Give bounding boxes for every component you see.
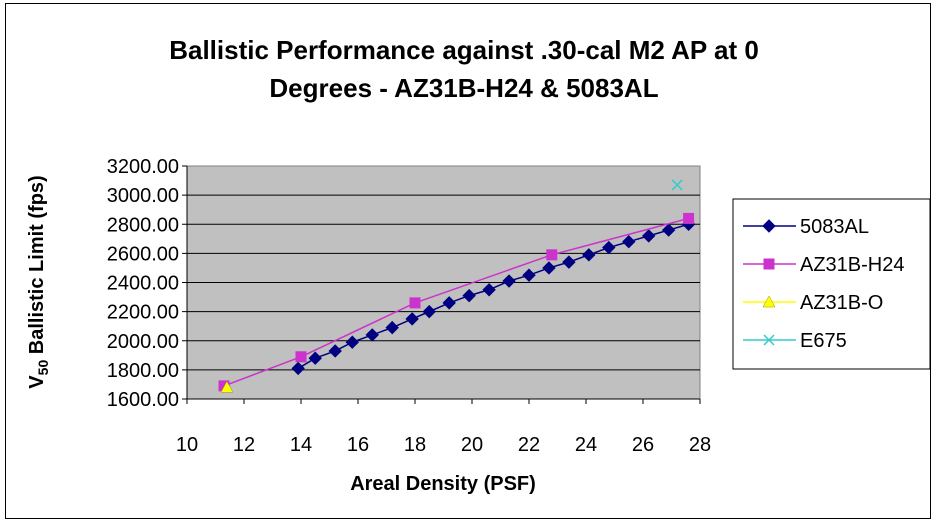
chart-frame: Ballistic Performance against .30-cal M2…	[5, 3, 931, 519]
axes	[182, 165, 701, 404]
data-point-5083al	[482, 283, 496, 297]
tick-labels: 1600.00 1800.00 2000.00 2200.00 2400.00 2600.…	[107, 156, 711, 456]
legend-entry-az31b-h24: AZ31B-H24	[743, 254, 905, 276]
legend-marker-5083al	[762, 219, 776, 233]
data-point-5083al	[422, 304, 436, 319]
data-point-5083al	[502, 274, 516, 288]
y-tick-label: 3200.00	[107, 156, 179, 178]
data-point-az31b-h24	[295, 351, 307, 363]
legend-entry-e675: E675	[743, 330, 847, 352]
series-az31b-o	[220, 380, 234, 393]
x-tick-label: 10	[176, 434, 198, 456]
x-tick-label: 18	[404, 434, 426, 456]
x-tick-label: 26	[632, 434, 654, 456]
y-tick-label: 2400.00	[107, 273, 179, 295]
legend-marker-az31b-h24	[763, 258, 775, 270]
data-point-5083al	[442, 296, 456, 310]
data-point-5083al	[405, 312, 419, 326]
legend-marker-e675	[763, 334, 775, 346]
y-axis-title-subscript: 50	[35, 360, 51, 376]
x-marker-stroke	[671, 179, 683, 191]
data-point-5083al	[522, 268, 536, 282]
y-tick-label: 2800.00	[107, 214, 179, 236]
data-point-5083al	[582, 248, 596, 262]
y-axis-title: V50 Ballistic Limit (fps)	[26, 175, 51, 388]
y-axis-title-rest: Ballistic Limit (fps)	[26, 175, 48, 359]
data-point-e675	[671, 179, 683, 191]
chart-title-line-1: Ballistic Performance against .30-cal M2…	[169, 35, 759, 65]
legend-marker-az31b-o	[762, 295, 776, 308]
data-point-5083al	[328, 344, 342, 358]
data-point-az31b-h24	[683, 212, 695, 224]
x-tick-label: 12	[233, 434, 255, 456]
data-point-5083al	[622, 235, 636, 249]
legend-entries: 5083AL AZ31B-H24 AZ31B-O E675	[743, 216, 905, 352]
series-az31b-h24	[218, 212, 695, 392]
x-tick-label: 16	[347, 434, 369, 456]
legend-label-5083al: 5083AL	[800, 216, 869, 238]
data-point-5083al	[602, 240, 616, 255]
y-tick-label: 2000.00	[107, 331, 179, 353]
y-tick-label: 1600.00	[107, 389, 179, 411]
legend-label-e675: E675	[800, 330, 847, 352]
legend-entry-az31b-o: AZ31B-O	[743, 292, 883, 314]
data-point-az31b-o	[220, 380, 234, 393]
data-point-5083al	[308, 351, 322, 365]
chart-svg: Ballistic Performance against .30-cal M2…	[26, 35, 931, 495]
data-point-5083al	[562, 255, 576, 269]
x-axis-title: Areal Density (PSF)	[350, 473, 536, 495]
x-tick-label: 14	[290, 434, 312, 456]
x-tick-label: 20	[461, 434, 483, 456]
y-tick-label: 2600.00	[107, 243, 179, 265]
x-marker-stroke	[763, 334, 775, 346]
legend-label-az31b-h24: AZ31B-H24	[800, 254, 905, 276]
data-point-5083al	[365, 328, 379, 342]
data-point-az31b-h24	[546, 249, 558, 261]
y-tick-label: 2200.00	[107, 302, 179, 324]
series-layer	[218, 179, 696, 393]
series-e675	[671, 179, 683, 191]
data-point-5083al	[291, 361, 305, 376]
x-tick-label: 28	[689, 434, 711, 456]
x-tick-label: 22	[518, 434, 540, 456]
data-point-5083al	[462, 288, 476, 303]
grid-lines	[187, 194, 700, 371]
data-point-5083al	[385, 320, 399, 335]
data-point-5083al	[542, 261, 556, 275]
y-tick-label: 3000.00	[107, 185, 179, 207]
data-point-az31b-h24	[409, 297, 421, 309]
data-point-5083al	[661, 223, 676, 237]
legend-label-az31b-o: AZ31B-O	[800, 292, 883, 314]
y-tick-label: 1800.00	[107, 360, 179, 382]
chart-title-line-2: Degrees - AZ31B-H24 & 5083AL	[269, 73, 658, 103]
data-point-5083al	[641, 229, 656, 243]
y-axis-title-main: V	[26, 375, 48, 389]
legend-entry-5083al: 5083AL	[743, 216, 869, 238]
data-point-5083al	[345, 335, 360, 349]
x-tick-label: 24	[575, 434, 597, 456]
